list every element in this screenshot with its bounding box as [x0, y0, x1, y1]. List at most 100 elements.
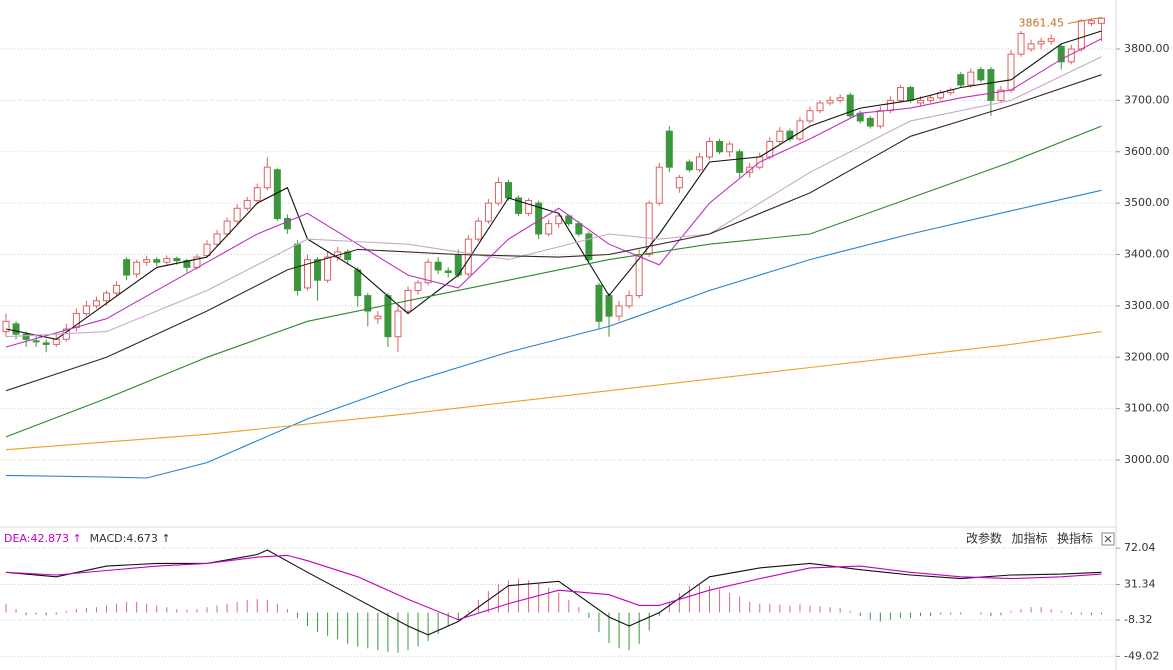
candle-body	[364, 295, 372, 312]
candle-body	[716, 140, 724, 153]
candle-body	[1097, 17, 1105, 24]
candle-body	[826, 99, 834, 104]
y-tick-label: 3000.00	[1124, 453, 1170, 466]
y-tick-label: 3600.00	[1124, 145, 1170, 158]
candle-body	[836, 97, 844, 101]
candle-body	[1017, 33, 1025, 55]
candle-body	[605, 295, 613, 317]
candle-body	[655, 166, 663, 204]
candle-body	[243, 200, 251, 209]
close-button[interactable]	[1101, 532, 1115, 546]
candle-body	[283, 218, 291, 230]
indicator-button[interactable]: 换指标	[1057, 531, 1093, 546]
candle-body	[173, 258, 181, 262]
y-tick-label: 3400.00	[1124, 248, 1170, 261]
candle-body	[253, 187, 261, 202]
candle-body	[957, 74, 965, 86]
candle-body	[585, 233, 593, 261]
close-icon[interactable]	[1104, 535, 1112, 543]
candle-body	[695, 156, 703, 171]
candle-body	[1007, 53, 1015, 91]
candle-body	[736, 151, 744, 173]
candle-body	[595, 284, 603, 322]
y-tick-label: 3100.00	[1124, 402, 1170, 415]
candle-body	[1047, 38, 1055, 42]
y-tick-label: 3500.00	[1124, 196, 1170, 209]
candle-body	[886, 99, 894, 112]
candle-body	[1027, 43, 1035, 50]
annotation-label: 3861.45	[1019, 16, 1065, 29]
candle-body	[354, 269, 362, 297]
candle-body	[153, 259, 161, 263]
candle-body	[555, 215, 563, 225]
candle-body	[866, 117, 874, 127]
candle-body	[203, 243, 211, 257]
y-tick-label: 3300.00	[1124, 299, 1170, 312]
candle-body	[645, 202, 653, 256]
candle-body	[1087, 20, 1095, 24]
candle-body	[474, 220, 482, 240]
candle-body	[977, 69, 985, 81]
candle-body	[444, 270, 452, 273]
candle-body	[304, 259, 311, 289]
candle-body	[545, 223, 553, 235]
moving-average-line	[5, 331, 1102, 451]
macd-line	[5, 554, 1102, 621]
moving-average-line	[5, 30, 1102, 340]
candle-body	[103, 292, 110, 302]
candle-body	[434, 261, 442, 271]
moving-average-line	[5, 74, 1102, 392]
candle-body	[464, 238, 472, 275]
candle-body	[52, 338, 60, 345]
annotation-leader	[1067, 16, 1102, 24]
candle-body	[163, 258, 171, 263]
candle-body	[515, 197, 523, 214]
legend-entry: MACD:4.673 ↑	[90, 532, 171, 545]
candle-body	[12, 323, 20, 335]
candle-body	[82, 305, 90, 315]
candle-body	[394, 310, 402, 338]
y-tick-label: -8.32	[1124, 613, 1152, 626]
indicator-button[interactable]: 改参数	[966, 531, 1002, 546]
legend-entry: DEA:42.873 ↑	[4, 532, 82, 545]
candle-body	[575, 223, 583, 235]
candle-body	[987, 69, 995, 101]
y-tick-label: 3700.00	[1124, 93, 1170, 106]
candle-body	[324, 256, 332, 281]
candle-body	[22, 333, 30, 340]
y-tick-label: 31.34	[1124, 578, 1156, 591]
candle-body	[796, 120, 804, 140]
candle-body	[846, 94, 854, 117]
indicator-button[interactable]: 加指标	[1012, 531, 1048, 546]
candle-body	[917, 99, 925, 104]
candle-body	[525, 200, 533, 214]
y-tick-label: 3800.00	[1124, 42, 1170, 55]
candle-body	[665, 130, 673, 168]
candle-body	[967, 71, 975, 86]
candle-body	[806, 110, 814, 122]
candle-body	[314, 259, 322, 281]
candle-body	[424, 261, 432, 284]
candle-body	[133, 261, 141, 275]
candle-body	[997, 89, 1005, 101]
candle-body	[675, 176, 683, 189]
candle-body	[1037, 40, 1045, 45]
candle-body	[615, 305, 623, 317]
candle-body	[223, 220, 231, 235]
candle-body	[776, 130, 784, 142]
candle-body	[1077, 20, 1085, 50]
candle-body	[92, 300, 100, 307]
candle-body	[726, 143, 734, 153]
candle-body	[896, 87, 904, 101]
moving-average-line	[5, 56, 1102, 338]
candle-body	[42, 342, 50, 345]
candle-body	[484, 202, 492, 222]
candle-body	[625, 295, 633, 307]
moving-average-line	[5, 38, 1102, 348]
y-tick-label: 3200.00	[1124, 350, 1170, 363]
moving-average-line	[5, 125, 1102, 438]
candle-body	[414, 282, 422, 291]
candle-body	[816, 102, 824, 112]
candle-body	[263, 166, 271, 189]
